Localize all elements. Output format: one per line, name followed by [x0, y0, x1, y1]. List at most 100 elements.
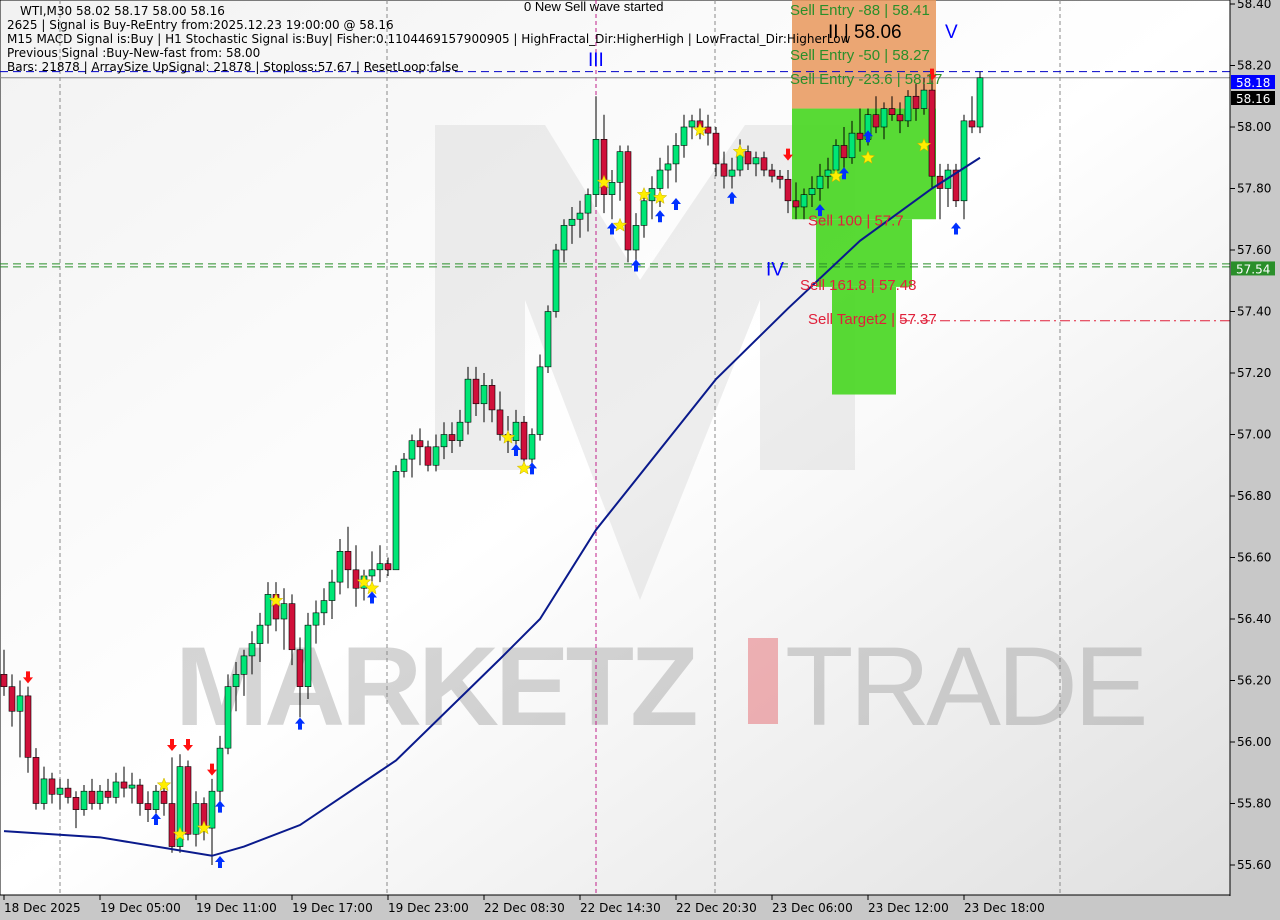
bear-candle — [704, 126, 712, 134]
bear-candle — [88, 790, 96, 804]
bull-candle — [848, 132, 856, 159]
bull-candle — [552, 249, 560, 312]
y-tick-label: 55.60 — [1237, 858, 1271, 872]
buy-arrow-icon — [839, 167, 849, 180]
bull-candle — [248, 643, 256, 657]
bull-candle — [176, 766, 184, 847]
bull-candle — [264, 594, 272, 626]
star-icon — [364, 580, 380, 595]
bull-candle — [920, 89, 928, 109]
bull-candle — [312, 612, 320, 626]
bull-candle — [816, 175, 824, 189]
bear-candle — [768, 169, 776, 177]
bear-candle — [840, 145, 848, 159]
bear-candle — [352, 569, 360, 589]
bear-candle — [424, 446, 432, 466]
bull-candle — [56, 787, 64, 795]
bear-candle — [344, 551, 352, 571]
buy-arrow-icon — [607, 222, 617, 235]
x-tick-label: 19 Dec 23:00 — [388, 901, 469, 915]
y-tick-label: 56.80 — [1237, 489, 1271, 503]
bull-candle — [256, 624, 264, 644]
bear-candle — [776, 175, 784, 180]
bull-candle — [960, 120, 968, 202]
level-label: Sell Target2 | 57.37 — [808, 311, 937, 328]
bull-candle — [96, 790, 104, 804]
bull-candle — [632, 225, 640, 251]
star-icon — [356, 574, 372, 589]
x-tick-label: 19 Dec 17:00 — [292, 901, 373, 915]
x-axis-ticks: 18 Dec 2025 19 Dec 05:00 19 Dec 11:00 19 De… — [3, 895, 1045, 915]
bull-candle — [832, 145, 840, 171]
bear-candle — [8, 686, 16, 712]
buy-arrow-icon — [295, 717, 305, 730]
bear-candle — [888, 108, 896, 116]
watermark-right: TRADE — [785, 624, 1145, 749]
sell-arrow-icon — [23, 671, 33, 684]
bull-candle — [112, 781, 120, 798]
bull-candle — [464, 378, 472, 423]
star-icon — [596, 174, 612, 189]
wave-label: II | 58.06 — [828, 22, 902, 43]
level-label: Sell 161.8 | 57.48 — [800, 277, 916, 294]
x-tick-label: 23 Dec 06:00 — [772, 901, 853, 915]
bull-candle — [976, 77, 984, 128]
bull-candle — [240, 655, 248, 675]
bull-candle — [336, 551, 344, 583]
bear-candle — [856, 132, 864, 140]
bars-line: Bars: 21878 | ArraySize UpSignal: 21878 … — [7, 60, 459, 74]
bear-candle — [912, 95, 920, 109]
bull-candle — [608, 182, 616, 195]
watermark-divider — [748, 638, 778, 724]
price-label: 58.18 — [1236, 76, 1270, 90]
x-tick-label: 23 Dec 18:00 — [964, 901, 1045, 915]
buy-arrow-icon — [215, 800, 225, 813]
bear-candle — [448, 434, 456, 441]
bear-candle — [712, 132, 720, 165]
sell-arrow-icon — [167, 739, 177, 751]
y-tick-label: 58.20 — [1237, 59, 1271, 73]
star-icon — [916, 137, 932, 152]
star-icon — [500, 429, 516, 444]
bull-candle — [648, 188, 656, 202]
bull-candle — [208, 790, 216, 829]
bull-candle — [656, 169, 664, 189]
bull-candle — [808, 188, 816, 195]
bear-candle — [168, 803, 176, 847]
buy-arrow-icon — [215, 856, 225, 868]
bull-candle — [568, 218, 576, 226]
plot-area — [0, 0, 1231, 896]
bull-candle — [80, 790, 88, 810]
bull-candle — [16, 695, 24, 712]
buy-arrow-icon — [951, 222, 961, 235]
buy-arrow-icon — [863, 130, 873, 143]
star-icon — [692, 122, 708, 137]
bear-candle — [792, 200, 800, 208]
buy-arrow-icon — [631, 259, 641, 272]
moving-average-line — [3, 156, 981, 857]
bear-candle — [416, 440, 424, 448]
bear-candle — [32, 757, 40, 804]
bull-candle — [560, 225, 568, 251]
zone-target_zone — [792, 108, 936, 220]
bull-candle — [232, 674, 240, 687]
signal-line: 2625 | Signal is Buy-ReEntry from:2025.1… — [7, 18, 394, 32]
bull-candle — [512, 421, 520, 441]
buy-arrow-icon — [655, 210, 665, 223]
bear-candle — [24, 695, 32, 758]
y-axis-ticks: 58.40 58.20 58.00 57.80 57.60 57.40 57.20 57.00… — [1230, 0, 1271, 872]
y-tick-label: 57.80 — [1237, 182, 1271, 196]
x-tick-label: 22 Dec 08:30 — [484, 901, 565, 915]
bear-candle — [72, 797, 80, 810]
sell-arrow-icon — [927, 68, 937, 81]
y-tick-label: 57.60 — [1237, 243, 1271, 257]
bear-candle — [120, 781, 128, 789]
bull-candle — [480, 384, 488, 405]
sell-arrow-icon — [207, 763, 217, 776]
bull-candle — [640, 200, 648, 226]
bull-candle — [432, 446, 440, 466]
bear-candle — [144, 803, 152, 810]
bull-candle — [824, 169, 832, 177]
zone-sell_zone — [792, 0, 936, 109]
